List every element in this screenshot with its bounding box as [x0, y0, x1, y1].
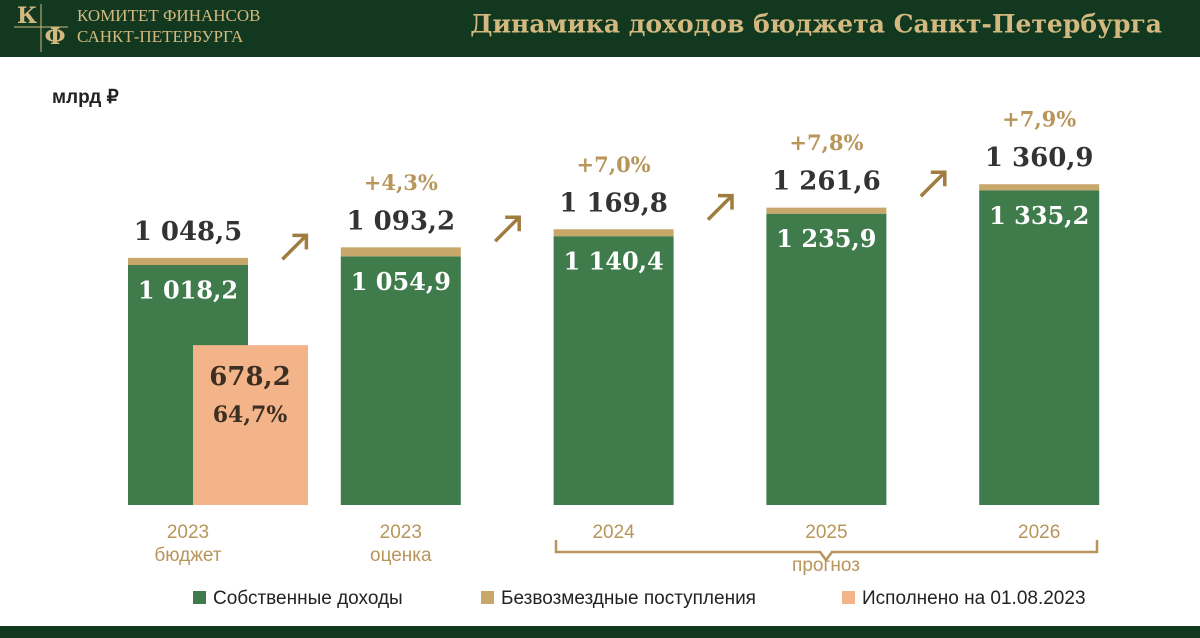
x-tick-label: 2024 — [592, 522, 635, 543]
value-label: 1 018,2 — [138, 275, 238, 304]
bar-segment — [553, 236, 674, 506]
value-label: 1 140,4 — [563, 247, 663, 276]
legend-label: Безвозмездные поступления — [501, 588, 756, 609]
growth-arrow — [493, 215, 521, 243]
x-tick-label: 2026 — [1018, 522, 1061, 543]
forecast-label: прогноз — [792, 555, 860, 576]
growth-label: +7,0% — [577, 152, 651, 177]
org-name: КОМИТЕТ ФИНАНСОВ — [77, 6, 260, 25]
logo-letter: К — [17, 3, 37, 29]
bar-segment — [979, 190, 1100, 505]
growth-arrow — [919, 170, 947, 198]
value-label: 1 054,9 — [351, 267, 451, 296]
value-label: 1 335,2 — [989, 201, 1089, 230]
share-label: 64,7% — [213, 402, 288, 428]
growth-label: +7,8% — [789, 130, 863, 155]
growth-label: +7,9% — [1002, 107, 1076, 132]
growth-label: +4,3% — [364, 170, 438, 195]
total-label: 1 048,5 — [134, 217, 243, 247]
total-label: 1 261,6 — [772, 167, 881, 197]
bar-segment — [340, 256, 461, 505]
bar-segment — [340, 247, 461, 257]
x-tick-label: 2025 — [805, 522, 848, 543]
total-label: 1 360,9 — [985, 143, 1094, 173]
total-label: 1 093,2 — [347, 206, 456, 236]
legend-label: Собственные доходы — [213, 588, 403, 609]
bar — [193, 345, 308, 505]
bar-segment — [979, 184, 1100, 191]
legend-swatch — [481, 591, 494, 604]
logo-letter: Ф — [45, 24, 66, 50]
unit-label: млрд ₽ — [52, 87, 119, 108]
legend-label: Исполнено на 01.08.2023 — [862, 588, 1086, 609]
total-label: 1 169,8 — [559, 188, 668, 218]
value-label: 1 235,9 — [776, 224, 876, 253]
value-label: 678,2 — [209, 362, 290, 392]
growth-arrow — [706, 193, 734, 221]
x-tick-label: 2023 оценка — [370, 522, 432, 566]
footer-bar — [0, 626, 1200, 638]
legend-swatch — [842, 591, 855, 604]
header-bar — [0, 0, 1200, 57]
forecast-bracket — [554, 540, 1099, 563]
bar-segment — [766, 207, 887, 214]
x-tick-label: 2023 бюджет — [154, 522, 222, 566]
growth-arrow — [281, 233, 309, 261]
slide-title: Динамика доходов бюджета Санкт-Петербург… — [470, 10, 1162, 39]
org-name: САНКТ-ПЕТЕРБУРГА — [77, 27, 244, 46]
legend-swatch — [193, 591, 206, 604]
bar-segment — [766, 213, 887, 505]
bar-segment — [128, 257, 248, 265]
bar-segment — [553, 229, 674, 237]
